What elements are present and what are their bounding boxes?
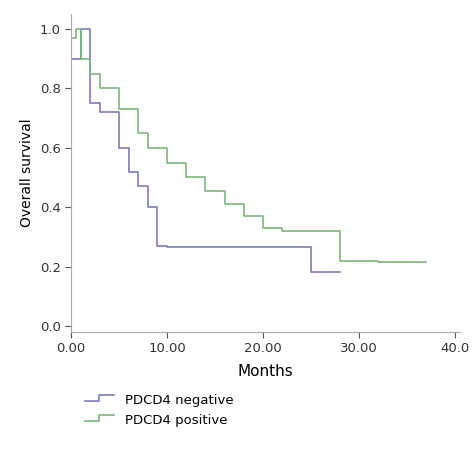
Legend: PDCD4 negative, PDCD4 positive: PDCD4 negative, PDCD4 positive bbox=[85, 393, 234, 427]
X-axis label: Months: Months bbox=[237, 364, 293, 379]
Y-axis label: Overall survival: Overall survival bbox=[20, 118, 34, 228]
